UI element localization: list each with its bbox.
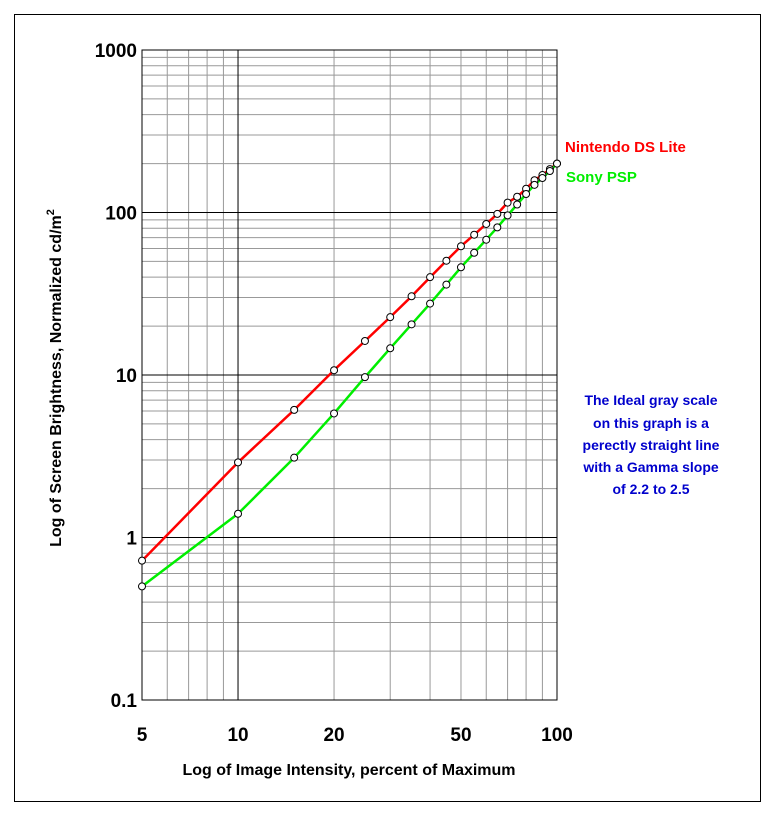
series-line-0 <box>141 162 558 562</box>
data-point <box>360 373 369 382</box>
data-point <box>513 192 522 201</box>
data-point <box>442 280 451 289</box>
data-point <box>503 198 512 207</box>
data-point <box>407 320 416 329</box>
y-axis-label-superscript: 2 <box>45 209 57 215</box>
x-tick-label: 50 <box>450 725 471 746</box>
y-tick-label: 100 <box>105 204 137 225</box>
data-point <box>493 209 502 218</box>
y-tick-label: 1000 <box>95 41 137 62</box>
annotation-line: The Ideal gray scale <box>584 392 717 408</box>
data-point <box>513 200 522 209</box>
data-point <box>426 299 435 308</box>
data-point <box>234 509 243 518</box>
legend-sony-psp: Sony PSP <box>566 169 637 186</box>
x-tick-label: 10 <box>227 725 248 746</box>
data-point <box>330 409 339 418</box>
data-point <box>522 189 531 198</box>
x-tick-label: 20 <box>323 725 344 746</box>
data-point <box>138 582 146 591</box>
data-point <box>386 313 395 322</box>
data-point <box>290 405 299 414</box>
major-grid <box>142 50 557 700</box>
data-point <box>456 242 465 251</box>
annotation-line: with a Gamma slope <box>582 459 719 475</box>
y-tick-label: 10 <box>116 366 137 387</box>
annotation-line: perectly straight line <box>583 437 720 453</box>
data-point <box>138 556 146 565</box>
data-point <box>493 223 502 232</box>
series-points <box>138 159 561 591</box>
data-point <box>538 174 547 183</box>
data-point <box>470 248 479 257</box>
y-axis-label-text: Log of Screen Brightness, Normalized cd/… <box>48 215 65 547</box>
chart-frame <box>14 14 761 802</box>
data-point <box>553 159 561 168</box>
data-point <box>530 180 539 189</box>
data-point <box>330 366 339 375</box>
data-point <box>426 273 435 282</box>
data-point <box>290 453 299 462</box>
y-tick-label: 0.1 <box>111 691 138 712</box>
annotation-line: on this graph is a <box>593 415 709 431</box>
data-point <box>482 219 491 228</box>
data-point <box>360 336 369 345</box>
data-point <box>442 256 451 265</box>
data-point <box>545 167 554 176</box>
x-axis-label: Log of Image Intensity, percent of Maxim… <box>182 762 515 779</box>
data-point <box>234 458 243 467</box>
data-point <box>482 235 491 244</box>
data-point <box>503 211 512 220</box>
legend-nintendo-ds-lite: Nintendo DS Lite <box>565 139 686 156</box>
data-point <box>456 263 465 272</box>
ideal-gamma-annotation: The Ideal gray scale on this graph is a … <box>582 392 719 497</box>
data-point <box>407 292 416 301</box>
annotation-line: of 2.2 to 2.5 <box>612 481 689 497</box>
y-tick-label: 1 <box>126 529 137 550</box>
x-tick-labels: 5 10 20 50 100 <box>137 725 573 746</box>
y-tick-labels: 0.1 1 10 100 1000 <box>95 41 138 712</box>
data-point <box>386 344 395 353</box>
data-point <box>470 230 479 239</box>
x-tick-label: 100 <box>541 725 573 746</box>
plot-area-border <box>141 49 558 701</box>
y-axis-label: Log of Screen Brightness, Normalized cd/… <box>45 209 65 547</box>
x-tick-label: 5 <box>137 725 148 746</box>
